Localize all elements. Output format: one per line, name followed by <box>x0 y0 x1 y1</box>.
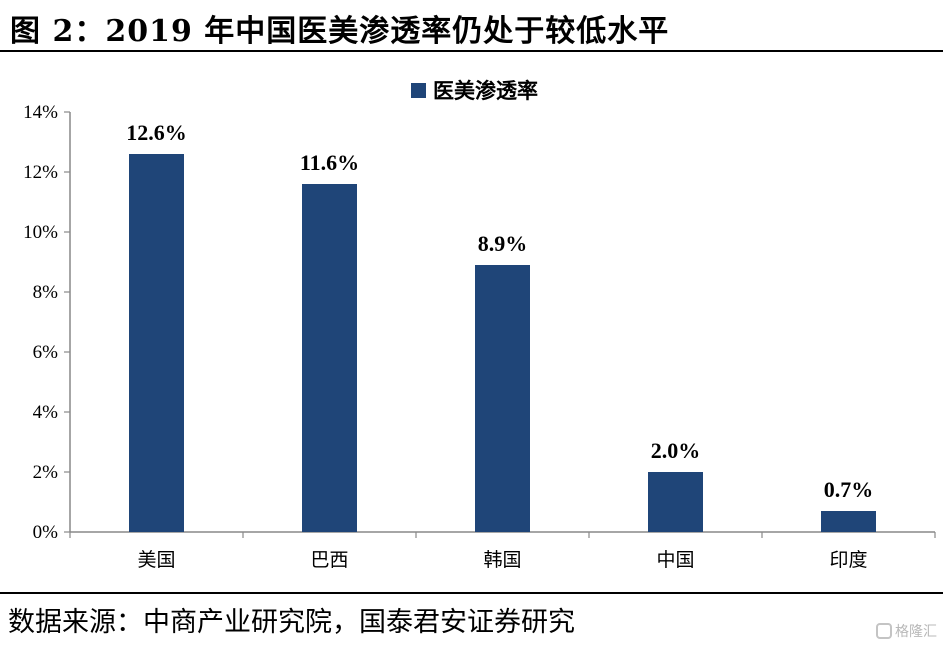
bar-chart: 0% 2% 4% 6% 8% 10% 12% 14% 12.6% 美国 11.6% 巴西 8.9% 韩国 2… <box>23 78 936 571</box>
watermark: 格隆汇 <box>876 621 937 641</box>
y-tick-label: 8% <box>33 282 59 303</box>
watermark-text: 格隆汇 <box>895 624 937 640</box>
data-label: 0.7% <box>824 477 874 502</box>
y-tick-label: 6% <box>33 342 59 363</box>
x-tick-label: 印度 <box>829 549 867 571</box>
data-label: 8.9% <box>478 231 528 256</box>
bar <box>475 265 530 532</box>
legend-swatch <box>411 83 426 98</box>
watermark-logo-icon <box>876 623 892 639</box>
y-tick-label: 2% <box>33 462 59 483</box>
y-tick-label: 14% <box>23 102 58 123</box>
x-tick-label: 韩国 <box>483 549 521 571</box>
legend-label: 医美渗透率 <box>433 78 538 103</box>
figure-title: 图 2：2019 年中国医美渗透率仍处于较低水平 <box>10 14 670 49</box>
bottom-rule <box>0 592 943 594</box>
top-rule <box>0 50 943 52</box>
x-tick-label: 中国 <box>656 549 694 571</box>
bar <box>302 184 357 532</box>
y-tick-label: 4% <box>33 402 59 423</box>
y-tick-label: 0% <box>33 522 59 543</box>
bar <box>821 511 876 532</box>
data-label: 12.6% <box>126 120 187 145</box>
bar <box>129 154 184 532</box>
x-tick-label: 巴西 <box>310 549 348 571</box>
bar <box>648 472 703 532</box>
data-label: 11.6% <box>300 150 359 175</box>
data-source: 数据来源：中商产业研究院，国泰君安证券研究 <box>8 607 575 638</box>
data-label: 2.0% <box>651 438 701 463</box>
x-tick-label: 美国 <box>137 549 175 571</box>
y-tick-label: 12% <box>23 162 58 183</box>
y-tick-label: 10% <box>23 222 58 243</box>
